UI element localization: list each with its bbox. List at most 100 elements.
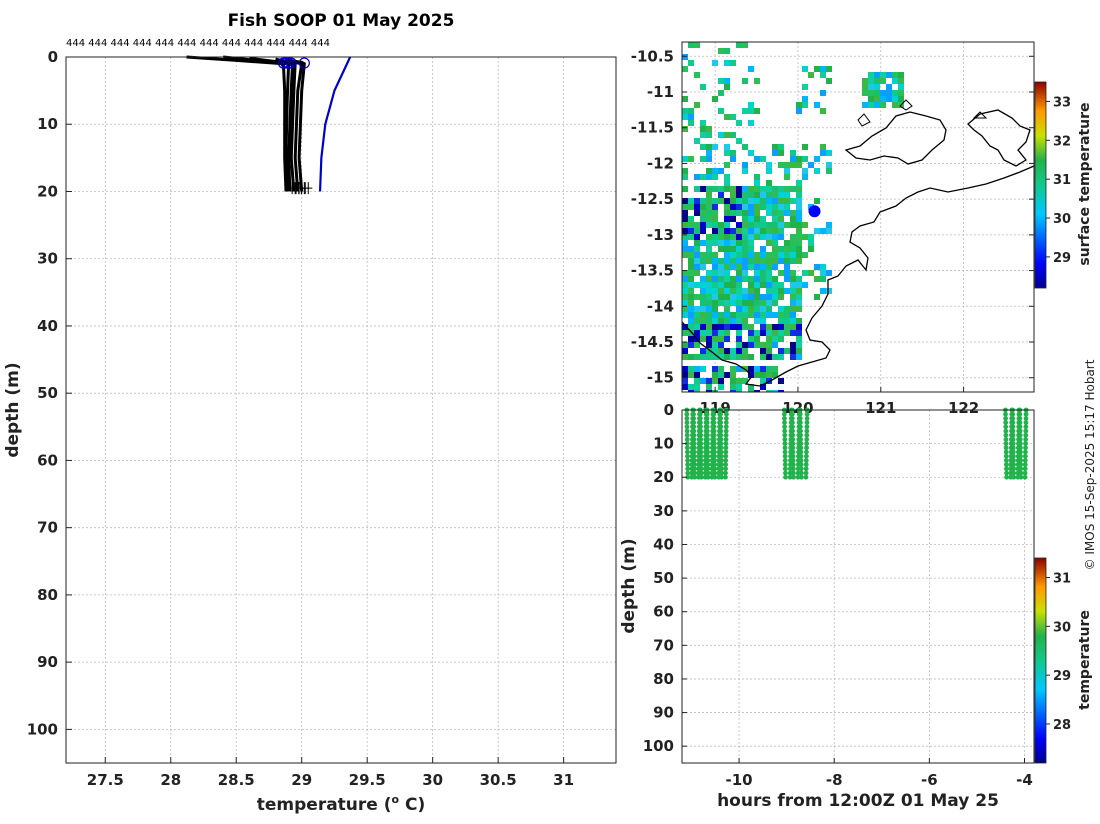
sst-cell: [778, 294, 784, 300]
timeseries-point: [712, 470, 718, 476]
timeseries-point: [1017, 416, 1023, 421]
timeseries-point: [1003, 458, 1009, 463]
sst-cell: [682, 252, 688, 258]
timeseries-point: [787, 474, 793, 480]
sst-cell: [700, 132, 706, 138]
timeseries-point: [1017, 428, 1023, 434]
sst-cell: [790, 162, 796, 168]
sst-cell: [712, 348, 718, 354]
timeseries-point: [698, 441, 704, 447]
timeseries-point: [798, 441, 804, 447]
sst-cell: [730, 288, 736, 294]
timeseries-point: [1022, 453, 1028, 459]
sst-cell: [862, 78, 868, 84]
sst-cell: [736, 342, 742, 348]
sst-cell: [736, 270, 742, 276]
sst-cell: [682, 366, 688, 372]
sst-cell: [760, 192, 766, 198]
timeseries-point: [1022, 474, 1028, 480]
timeseries-point: [1003, 420, 1009, 426]
sst-cell: [724, 294, 730, 300]
sst-cell: [730, 186, 736, 192]
map-y-tick-label: -13: [647, 226, 674, 244]
sst-cell: [724, 216, 730, 222]
profile-y-tick-label: 90: [37, 653, 58, 671]
timeseries-point: [1017, 441, 1023, 447]
sst-cell: [724, 84, 730, 90]
sst-cell: [706, 294, 712, 300]
timeseries-y-tick-label: 50: [653, 569, 674, 587]
sst-cell: [718, 258, 724, 264]
sst-cell: [718, 312, 724, 318]
sst-cell: [778, 258, 784, 264]
sst-cell: [736, 222, 742, 228]
timeseries-y-tick-label: 80: [653, 670, 674, 688]
sst-cell: [784, 162, 790, 168]
sst-cell: [754, 312, 760, 318]
timeseries-point: [724, 411, 729, 417]
timeseries-point: [804, 428, 810, 434]
sst-cell: [718, 342, 724, 348]
sst-cell: [760, 300, 766, 306]
sst-cell: [898, 96, 904, 102]
sst-cell: [766, 354, 772, 360]
sst-cell: [694, 228, 700, 234]
sst-cell: [712, 204, 718, 210]
sst-cell: [682, 342, 688, 348]
sst-cell: [754, 192, 760, 198]
timeseries-point: [719, 470, 724, 476]
sst-cell: [730, 252, 736, 258]
sst-cell: [748, 204, 754, 210]
sst-cell: [772, 246, 778, 252]
sst-cell: [736, 120, 742, 126]
sst-cell: [790, 270, 796, 276]
sst-cell: [778, 204, 784, 210]
map-y-tick-label: -13.5: [631, 262, 674, 280]
sst-cell: [682, 300, 688, 306]
sst-cell: [802, 102, 808, 108]
sst-cell: [694, 294, 700, 300]
sst-cell: [778, 162, 784, 168]
sst-cell: [790, 216, 796, 222]
sst-cell: [814, 168, 820, 174]
timeseries-point: [705, 474, 711, 480]
timeseries-point: [1017, 424, 1023, 430]
sst-cell: [778, 246, 784, 252]
sst-cell: [742, 324, 748, 330]
profile-y-tick-label: 0: [48, 48, 58, 66]
timeseries-point: [705, 466, 711, 472]
timeseries-point: [782, 428, 788, 434]
sst-cell: [730, 246, 736, 252]
sst-cell: [712, 372, 718, 378]
sst-cell: [760, 354, 766, 360]
profile-start-marker: [285, 57, 297, 69]
timeseries-point: [1023, 416, 1029, 421]
sst-cell: [688, 222, 694, 228]
sst-cell: [778, 306, 784, 312]
chart-title: Fish SOOP 01 May 2025: [228, 11, 455, 31]
timeseries-y-tick-label: 60: [653, 603, 674, 621]
timeseries-point: [790, 432, 796, 438]
sst-cell: [820, 108, 826, 114]
sst-cell: [754, 174, 760, 180]
timeseries-point: [782, 437, 788, 442]
sst-cell: [682, 210, 688, 216]
sst-cell: [742, 198, 748, 204]
sst-cell: [736, 312, 742, 318]
sst-cell: [688, 120, 694, 126]
sst-cell: [688, 306, 694, 312]
sst-cell: [754, 210, 760, 216]
sst-cell: [724, 372, 730, 378]
sst-cell: [754, 318, 760, 324]
sst-cell: [754, 288, 760, 294]
sst-cell: [742, 294, 748, 300]
sst-cell: [706, 270, 712, 276]
sst-cell: [772, 366, 778, 372]
timeseries-point: [1003, 437, 1009, 442]
timeseries-point: [704, 428, 710, 434]
timeseries-ticks: -10 -8 -6 -4 0 10 20 30 40 50 60 70 80 90 100: [643, 401, 1033, 789]
sst-cell: [772, 204, 778, 210]
timeseries-point: [684, 441, 690, 447]
sst-cell: [766, 228, 772, 234]
sst-cell: [784, 276, 790, 282]
